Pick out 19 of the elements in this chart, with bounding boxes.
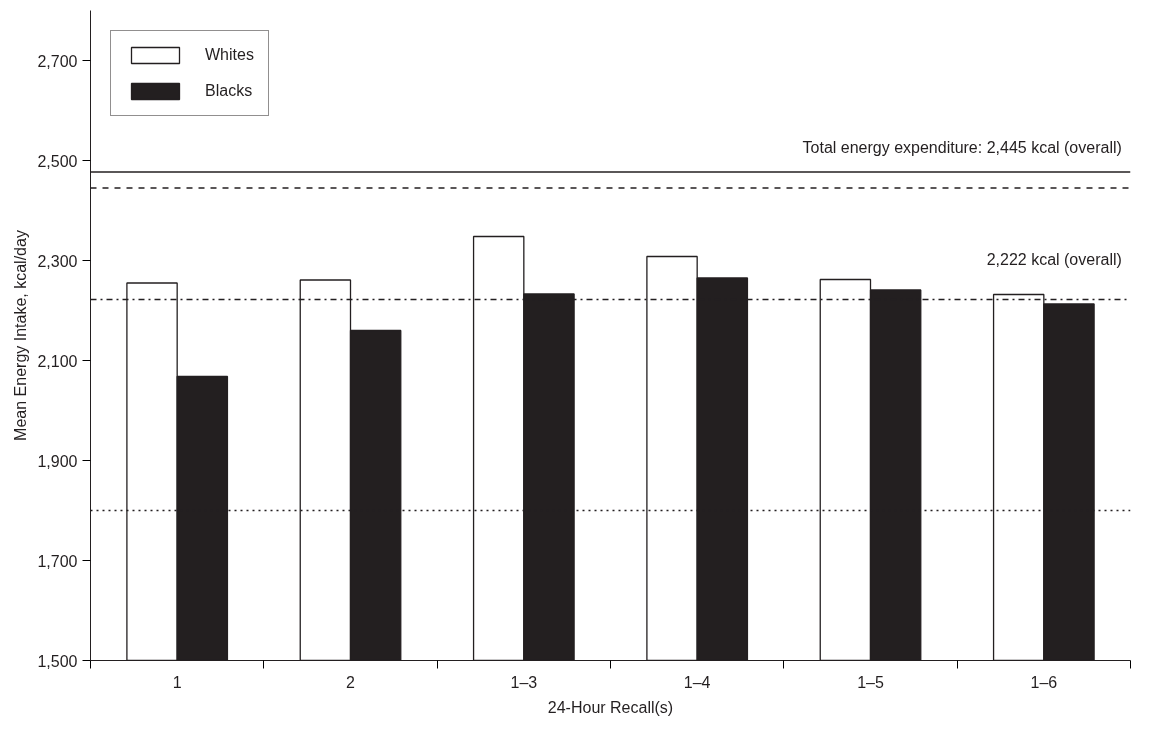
x-tick-label: 1–6 (1030, 673, 1058, 691)
x-tick-label: 1 (172, 673, 182, 691)
y-tick-label: 2,700 (37, 52, 78, 70)
y-tick-label: 2,300 (37, 252, 78, 270)
ref-line-label: 2,222 kcal (overall) (986, 250, 1122, 268)
x-tick-label: 2 (346, 673, 356, 691)
legend-label: Whites (205, 46, 254, 64)
y-tick-label: 2,500 (37, 152, 78, 170)
y-tick-label: 1,700 (37, 552, 78, 570)
ref-line-label: Total energy expenditure: 2,445 kcal (overall) (802, 139, 1122, 156)
x-axis-title: 24-Hour Recall(s) (547, 698, 674, 716)
y-axis-title: Mean Energy Intake, kcal/day (12, 230, 30, 441)
x-tick-label: 1–4 (683, 673, 711, 691)
x-tick-label: 1–5 (857, 673, 884, 691)
y-tick-label: 2,100 (37, 352, 78, 370)
y-tick-label: 1,500 (37, 652, 78, 670)
legend-label: Blacks (205, 82, 253, 100)
x-tick-label: 1–3 (510, 673, 538, 691)
y-tick-label: 1,900 (37, 452, 78, 470)
